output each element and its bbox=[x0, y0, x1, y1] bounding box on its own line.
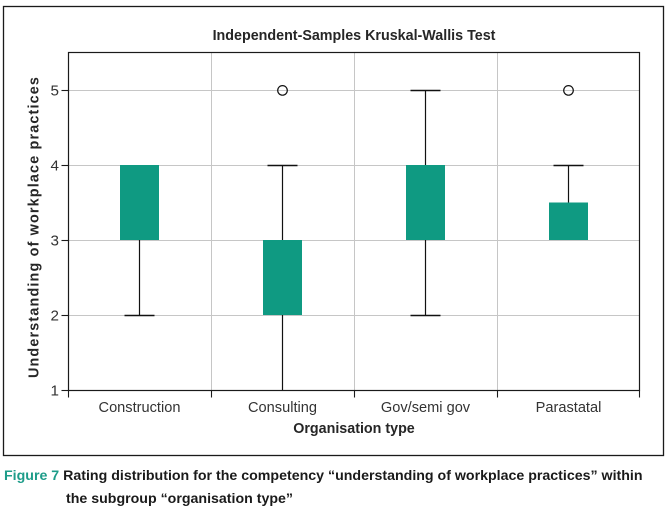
svg-text:Consulting: Consulting bbox=[248, 400, 317, 416]
svg-text:Understanding of workplace pra: Understanding of workplace practices bbox=[27, 76, 43, 378]
svg-text:Independent-Samples Kruskal-Wa: Independent-Samples Kruskal-Wallis Test bbox=[213, 28, 496, 44]
svg-text:Organisation type: Organisation type bbox=[293, 421, 415, 437]
svg-text:3: 3 bbox=[51, 233, 59, 250]
svg-text:4: 4 bbox=[51, 158, 59, 175]
svg-text:Figure 7 Rating distribution f: Figure 7 Rating distribution for the com… bbox=[4, 468, 643, 484]
svg-text:Gov/semi gov: Gov/semi gov bbox=[381, 400, 471, 416]
svg-text:1: 1 bbox=[51, 383, 59, 400]
svg-text:5: 5 bbox=[51, 83, 59, 100]
svg-text:2: 2 bbox=[51, 308, 59, 325]
svg-text:the subgroup “organisation typ: the subgroup “organisation type” bbox=[66, 491, 293, 507]
svg-text:Parastatal: Parastatal bbox=[536, 400, 602, 416]
svg-text:Construction: Construction bbox=[99, 400, 181, 416]
